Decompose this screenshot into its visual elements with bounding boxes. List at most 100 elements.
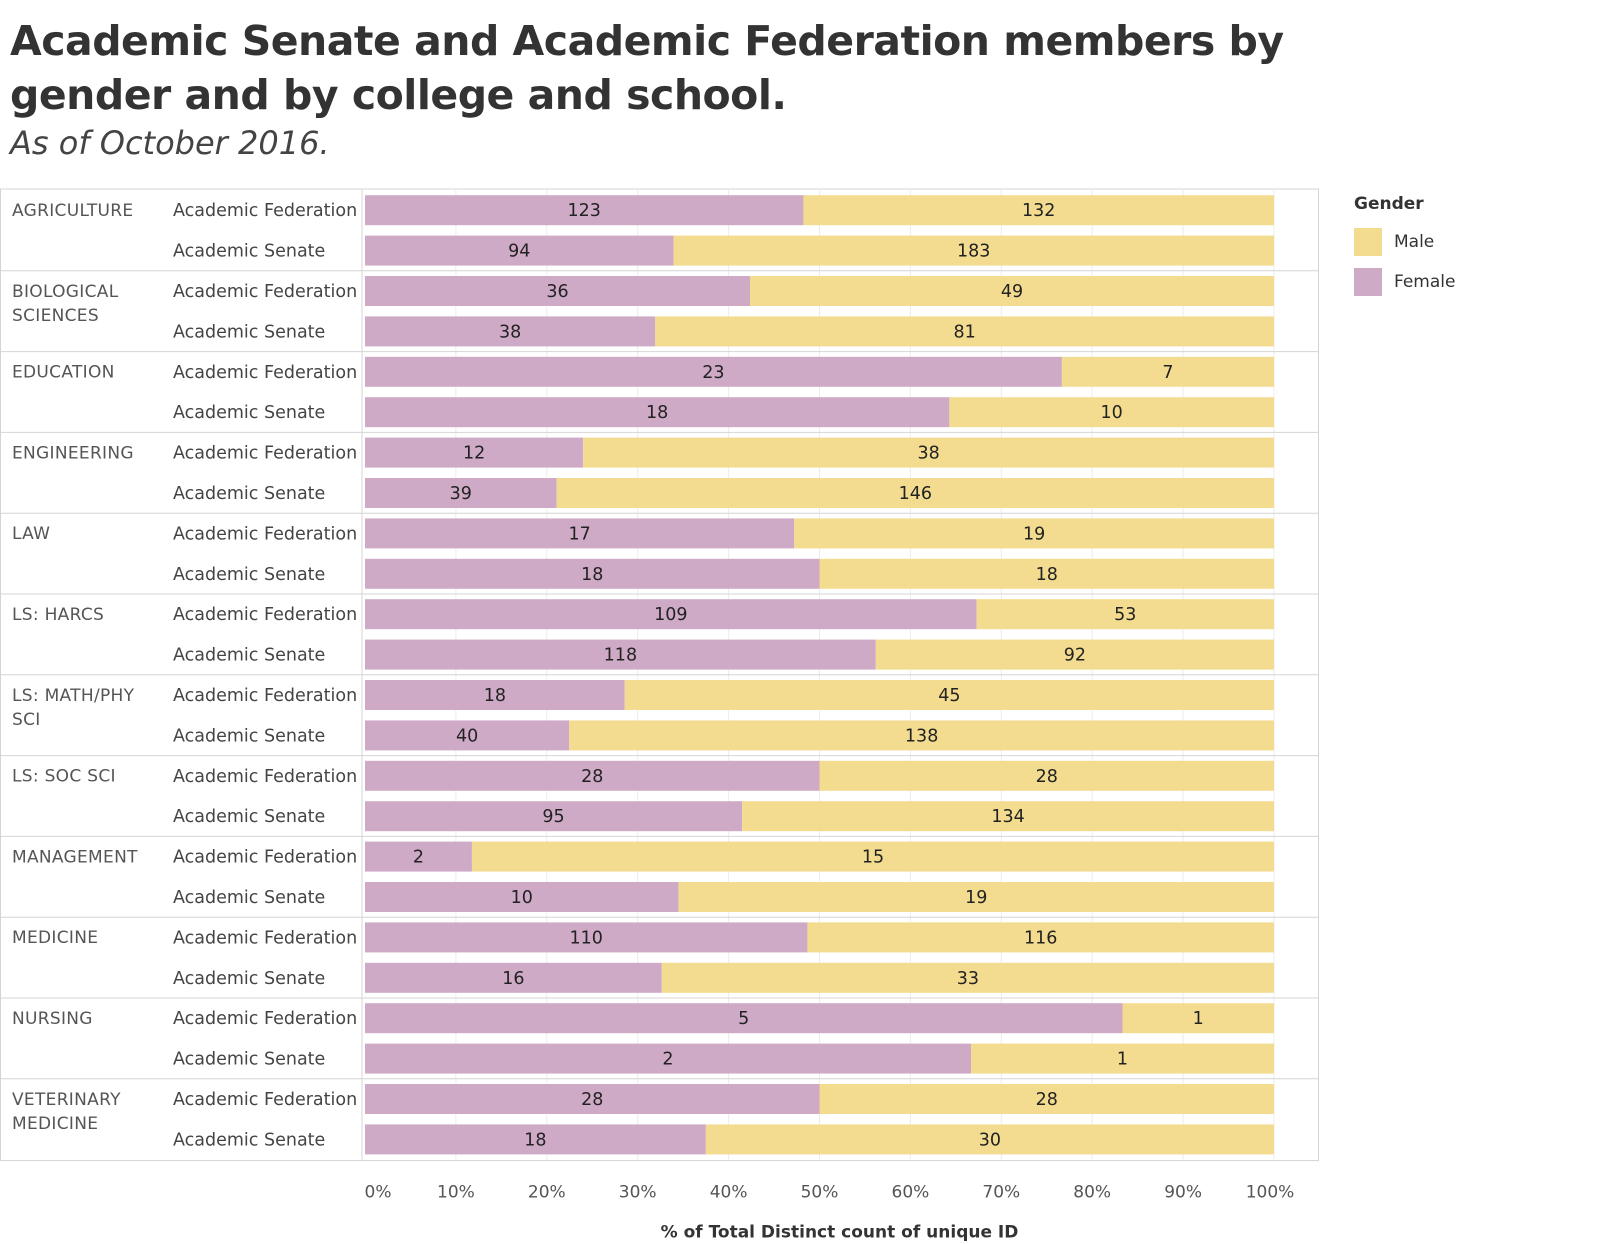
- x-tick-label: 90%: [1164, 1183, 1202, 1203]
- row-label: Academic Federation: [173, 928, 357, 948]
- data-label-male: 53: [1114, 605, 1136, 625]
- x-tick-label: 30%: [619, 1183, 657, 1203]
- data-label-male: 132: [1022, 201, 1055, 221]
- bar-male: [583, 437, 1274, 468]
- bar-male: [673, 235, 1274, 266]
- bar-male: [803, 195, 1274, 226]
- data-label-male: 49: [1001, 282, 1023, 302]
- x-tick-label: 0%: [365, 1183, 392, 1203]
- row-label: Academic Senate: [173, 726, 325, 746]
- bar-male: [705, 1124, 1274, 1155]
- legend-item-female[interactable]: Female: [1354, 262, 1455, 302]
- bar-male: [819, 760, 1274, 791]
- data-label-female: 17: [568, 524, 590, 544]
- data-label-male: 10: [1101, 403, 1123, 423]
- data-label-female: 118: [604, 646, 637, 666]
- bar-female: [365, 760, 820, 791]
- data-label-female: 12: [463, 444, 485, 464]
- legend-label-male: Male: [1394, 232, 1435, 252]
- college-label: SCIENCES: [12, 306, 99, 326]
- data-label-male: 183: [957, 242, 990, 262]
- row-label: Academic Federation: [173, 201, 357, 221]
- data-label-female: 2: [662, 1050, 673, 1070]
- data-label-female: 94: [508, 242, 530, 262]
- bar-male: [742, 801, 1274, 832]
- x-tick-label: 80%: [1073, 1183, 1111, 1203]
- data-label-female: 40: [456, 726, 478, 746]
- row-label: Academic Federation: [173, 524, 357, 544]
- data-label-female: 38: [499, 322, 521, 342]
- chart-subtitle: As of October 2016.: [10, 124, 330, 162]
- row-label: Academic Senate: [173, 403, 325, 423]
- bar-female: [365, 922, 808, 953]
- bar-female: [365, 841, 472, 872]
- college-label: VETERINARY: [12, 1090, 121, 1110]
- data-label-male: 30: [979, 1130, 1001, 1150]
- bar-female: [365, 1003, 1123, 1034]
- x-tick-label: 70%: [982, 1183, 1020, 1203]
- data-label-male: 28: [1036, 1090, 1058, 1110]
- data-label-female: 16: [502, 969, 524, 989]
- bar-male: [794, 518, 1274, 549]
- data-label-male: 146: [899, 484, 932, 504]
- bar-male: [875, 639, 1274, 670]
- bar-female: [365, 397, 950, 428]
- bar-female: [365, 316, 656, 347]
- bar-female: [365, 1124, 706, 1155]
- x-tick-label: 20%: [528, 1183, 566, 1203]
- data-label-male: 19: [965, 888, 987, 908]
- bar-male: [1122, 1003, 1274, 1034]
- bar-male: [819, 558, 1274, 589]
- row-label: Academic Senate: [173, 242, 325, 262]
- row-label: Academic Federation: [173, 848, 357, 868]
- data-label-male: 138: [905, 726, 938, 746]
- bar-female: [365, 235, 674, 266]
- row-label: Academic Senate: [173, 1130, 325, 1150]
- chart-title: Academic Senate and Academic Federation …: [10, 17, 1284, 119]
- data-label-female: 39: [450, 484, 472, 504]
- data-label-female: 110: [570, 928, 603, 948]
- data-label-male: 134: [991, 807, 1024, 827]
- data-label-female: 28: [581, 1090, 603, 1110]
- x-tick-label: 40%: [710, 1183, 748, 1203]
- bar-male: [949, 397, 1274, 428]
- data-label-male: 92: [1064, 646, 1086, 666]
- college-label: LS: HARCS: [12, 605, 104, 625]
- row-label: Academic Senate: [173, 322, 325, 342]
- x-tick-label: 50%: [801, 1183, 839, 1203]
- bar-male: [971, 1043, 1274, 1074]
- data-label-male: 1: [1193, 1009, 1204, 1029]
- bar-male: [624, 680, 1274, 710]
- x-tick-label: 10%: [437, 1183, 475, 1203]
- row-label: Academic Federation: [173, 444, 357, 464]
- row-label: Academic Senate: [173, 565, 325, 585]
- bar-female: [365, 962, 662, 993]
- college-label: MEDICINE: [12, 1114, 98, 1134]
- data-label-female: 36: [546, 282, 568, 302]
- data-label-female: 28: [581, 767, 603, 787]
- bar-male: [749, 276, 1274, 306]
- bar-male: [569, 720, 1274, 751]
- data-label-female: 95: [542, 807, 564, 827]
- bar-female: [365, 1084, 820, 1114]
- college-label: MANAGEMENT: [12, 847, 138, 867]
- data-label-female: 18: [646, 403, 668, 423]
- x-axis-title: % of Total Distinct count of unique ID: [661, 1223, 1019, 1243]
- row-label: Academic Federation: [173, 686, 357, 706]
- college-label: BIOLOGICAL: [12, 282, 119, 302]
- data-label-male: 28: [1036, 767, 1058, 787]
- legend-item-male[interactable]: Male: [1354, 222, 1455, 262]
- row-label: Academic Senate: [173, 969, 325, 989]
- bar-male: [471, 841, 1274, 872]
- bar-female: [365, 276, 750, 306]
- row-label: Academic Federation: [173, 605, 357, 625]
- bar-male: [976, 599, 1274, 630]
- data-label-female: 123: [568, 201, 601, 221]
- legend-title: Gender: [1354, 194, 1424, 214]
- row-label: Academic Senate: [173, 646, 325, 666]
- row-label: Academic Federation: [173, 1009, 357, 1029]
- row-label: Academic Senate: [173, 1050, 325, 1070]
- legend: Gender Male Female: [1354, 194, 1455, 302]
- row-label: Academic Senate: [173, 484, 325, 504]
- data-label-female: 5: [738, 1009, 749, 1029]
